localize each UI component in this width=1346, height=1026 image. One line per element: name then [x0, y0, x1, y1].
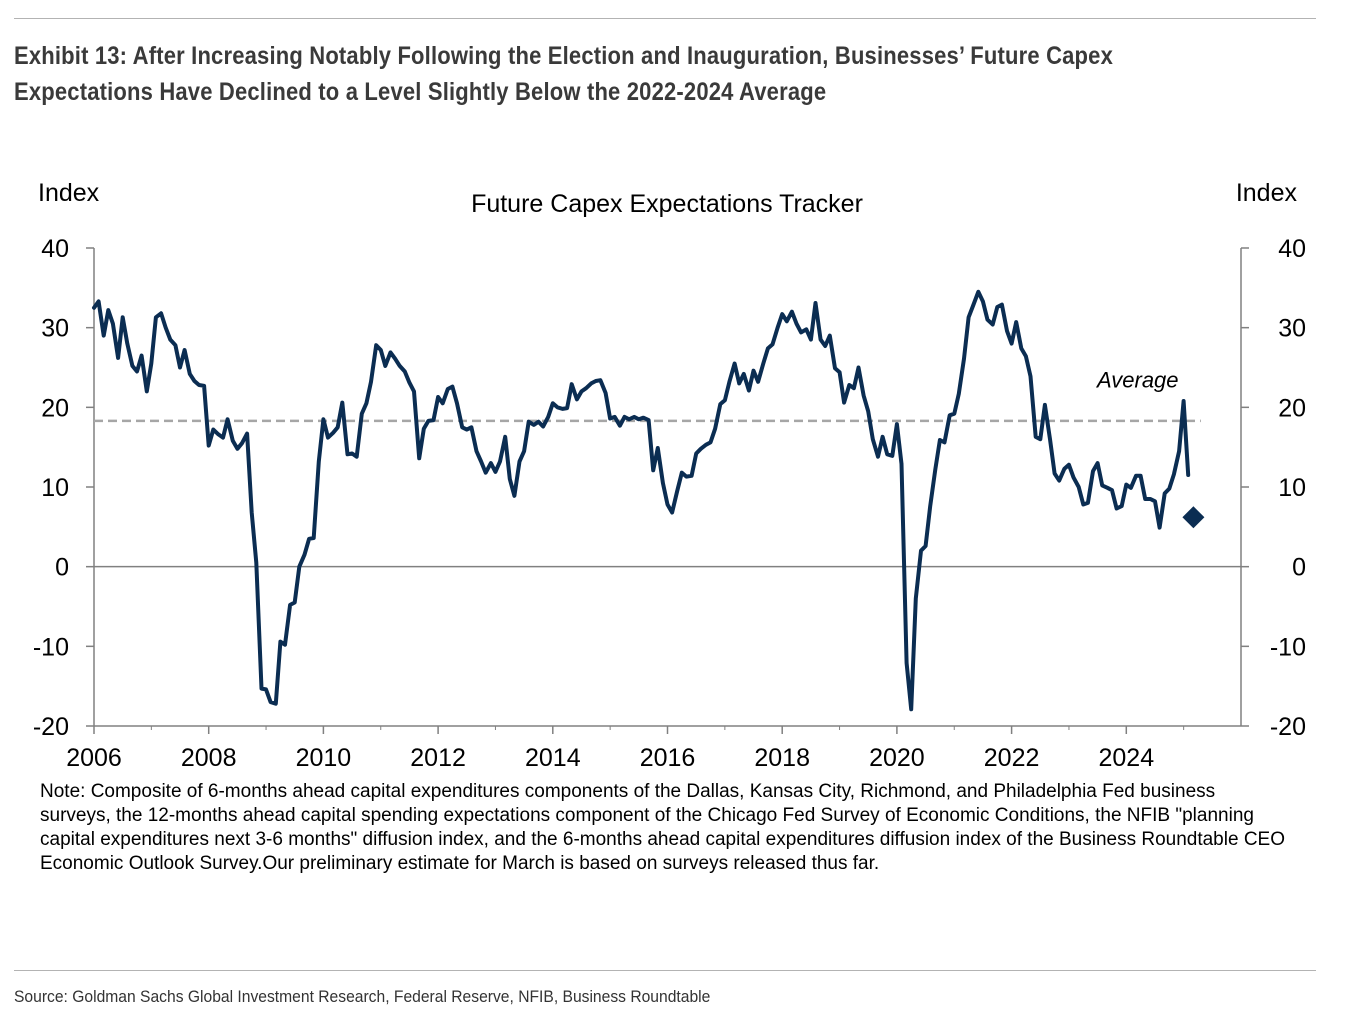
- y-tick-label-left: 0: [55, 554, 69, 582]
- x-tick-label: 2014: [525, 744, 581, 772]
- chart-area: Future Capex Expectations Tracker Index …: [33, 179, 1306, 772]
- series-line: [92, 289, 1191, 712]
- x-tick-label: 2012: [410, 744, 466, 772]
- y-tick-label-right: 30: [1278, 315, 1306, 343]
- y-tick-label-right: -10: [1270, 633, 1306, 661]
- y-tick-label-right: 0: [1292, 554, 1306, 582]
- y-tick-label-left: 10: [41, 474, 69, 502]
- x-tick-label: 2006: [66, 744, 122, 772]
- exhibit-title-line-1: Exhibit 13: After Increasing Notably Fol…: [14, 42, 1113, 70]
- left-axis-label: Index: [38, 179, 100, 207]
- x-tick-label: 2018: [754, 744, 810, 772]
- x-tick-label: 2008: [181, 744, 237, 772]
- x-tick-label: 2024: [1098, 744, 1154, 772]
- x-tick-label: 2010: [296, 744, 352, 772]
- average-label: Average: [1095, 367, 1179, 392]
- chart-note: Note: Composite of 6-months ahead capita…: [40, 781, 1285, 874]
- y-tick-label-right: 40: [1278, 235, 1306, 263]
- y-tick-label-left: 20: [41, 394, 69, 422]
- top-rule: [14, 18, 1316, 19]
- y-tick-label-left: 40: [41, 235, 69, 263]
- right-axis-label: Index: [1236, 179, 1298, 207]
- source-line: Source: Goldman Sachs Global Investment …: [14, 987, 711, 1006]
- y-tick-label-left: -10: [33, 633, 69, 661]
- x-tick-label: 2022: [984, 744, 1040, 772]
- y-tick-label-right: 10: [1278, 474, 1306, 502]
- y-tick-label-left: 30: [41, 315, 69, 343]
- y-tick-label-right: 20: [1278, 394, 1306, 422]
- exhibit-title: Exhibit 13: After Increasing Notably Fol…: [14, 38, 1158, 110]
- preliminary-estimate-marker: [1182, 506, 1205, 529]
- y-tick-label-left: -20: [33, 713, 69, 741]
- chart-title: Future Capex Expectations Tracker: [471, 190, 863, 218]
- series: [92, 289, 1205, 712]
- bottom-rule: [14, 970, 1316, 971]
- y-tick-label-right: -20: [1270, 713, 1306, 741]
- x-tick-label: 2020: [869, 744, 925, 772]
- exhibit-title-line-2: Expectations Have Declined to a Level Sl…: [14, 78, 827, 106]
- x-tick-label: 2016: [640, 744, 696, 772]
